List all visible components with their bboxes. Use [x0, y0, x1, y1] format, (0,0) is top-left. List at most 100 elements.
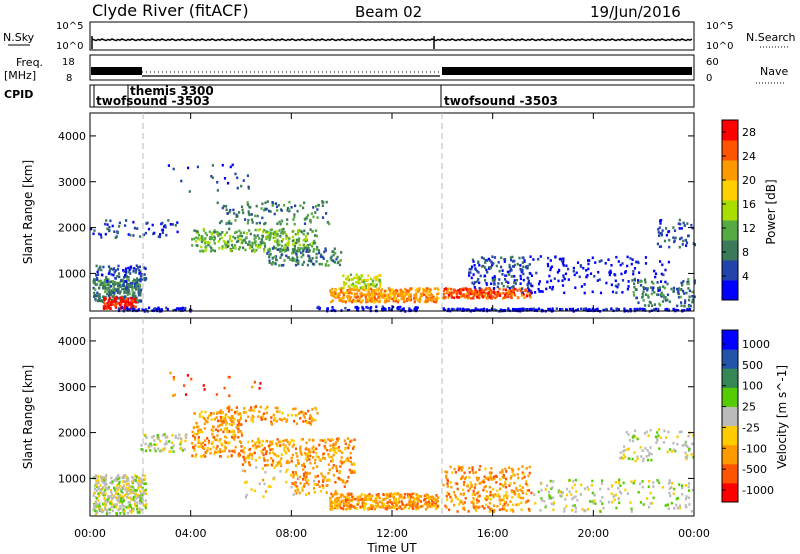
scatter-cell [571, 486, 574, 490]
scatter-cell [607, 258, 610, 261]
scatter-cell [236, 214, 239, 218]
scatter-cell [308, 243, 311, 246]
scatter-cell [271, 262, 274, 265]
scatter-cell [126, 511, 129, 515]
scatter-cell [327, 453, 330, 456]
scatter-cell [612, 495, 615, 498]
scatter-cell [691, 488, 694, 492]
scatter-cell [688, 482, 691, 485]
scatter-cell [617, 308, 620, 311]
scatter-cell [117, 495, 120, 498]
scatter-cell [435, 494, 438, 497]
scatter-cell [288, 237, 291, 240]
scatter-cell [95, 276, 99, 280]
scatter-cell [236, 235, 240, 238]
scatter-cell [302, 232, 305, 236]
scatter-cell [481, 480, 484, 484]
scatter-cell [618, 490, 622, 493]
scatter-cell [243, 446, 246, 450]
scatter-cell [183, 448, 186, 451]
scatter-cell [511, 508, 514, 512]
scatter-cell [482, 289, 485, 293]
scatter-cell [512, 308, 515, 312]
scatter-cell [488, 471, 491, 474]
scatter-cell [380, 501, 383, 505]
scatter-cell [484, 258, 487, 262]
scatter-cell [463, 501, 466, 504]
scatter-cell [276, 410, 279, 413]
scatter-cell [311, 242, 314, 245]
scatter-cell [396, 300, 399, 304]
scatter-cell [382, 493, 385, 496]
freq-right-tick-bottom: 0 [706, 73, 712, 84]
scatter-cell [294, 471, 297, 474]
scatter-cell [204, 419, 207, 422]
scatter-cell [270, 228, 273, 231]
scatter-cell [641, 296, 644, 299]
scatter-cell [262, 209, 266, 212]
scatter-cell [143, 276, 146, 280]
scatter-cell [110, 490, 113, 494]
power-colorbar-swatch [722, 160, 738, 181]
scatter-cell [235, 230, 238, 234]
scatter-cell [103, 501, 106, 505]
scatter-cell [436, 506, 439, 510]
scatter-cell [572, 479, 575, 483]
scatter-cell [366, 293, 369, 297]
scatter-cell [425, 295, 428, 299]
scatter-cell [104, 492, 107, 496]
scatter-cell [511, 470, 514, 473]
scatter-cell [234, 411, 237, 414]
scatter-cell [519, 274, 522, 278]
scatter-cell [521, 471, 524, 474]
scatter-cell [210, 232, 213, 235]
scatter-cell [646, 458, 650, 462]
scatter-cell [506, 270, 509, 274]
scatter-cell [291, 256, 294, 260]
scatter-cell [592, 499, 596, 503]
scatter-cell [303, 485, 306, 488]
scatter-cell [247, 212, 250, 215]
scatter-cell [365, 299, 368, 302]
scatter-cell [285, 248, 288, 252]
scatter-cell [97, 232, 101, 236]
scatter-cell [676, 287, 679, 291]
scatter-cell [157, 437, 160, 441]
scatter-cell [467, 288, 470, 291]
scatter-cell [626, 448, 629, 451]
scatter-cell [523, 475, 526, 479]
scatter-cell [278, 229, 281, 232]
scatter-cell [293, 215, 296, 219]
scatter-cell [491, 255, 494, 258]
scatter-cell [367, 274, 370, 278]
scatter-cell [545, 287, 548, 291]
scatter-cell [298, 243, 301, 247]
scatter-cell [239, 238, 242, 241]
scatter-cell [292, 218, 295, 221]
scatter-cell [239, 416, 242, 420]
scatter-cell [581, 508, 584, 511]
scatter-cell [137, 279, 141, 282]
scatter-cell [218, 232, 221, 235]
scatter-cell [231, 163, 234, 167]
scatter-cell [111, 280, 114, 283]
scatter-cell [293, 483, 296, 487]
scatter-cell [568, 479, 571, 482]
scatter-cell [685, 244, 688, 247]
scatter-cell [562, 264, 565, 267]
scatter-cell [507, 307, 510, 310]
scatter-cell [519, 277, 522, 281]
scatter-cell [285, 242, 289, 246]
scatter-cell [95, 503, 98, 506]
scatter-cell [100, 268, 103, 272]
scatter-cell [633, 285, 636, 289]
scatter-cell [549, 479, 552, 483]
scatter-cell [211, 425, 214, 429]
scatter-cell [329, 447, 333, 451]
scatter-cell [132, 491, 135, 494]
scatter-cell [135, 268, 138, 271]
scatter-cell [518, 287, 521, 291]
scatter-cell [645, 455, 648, 458]
power-heatmap-data [90, 163, 696, 313]
scatter-cell [197, 233, 200, 237]
